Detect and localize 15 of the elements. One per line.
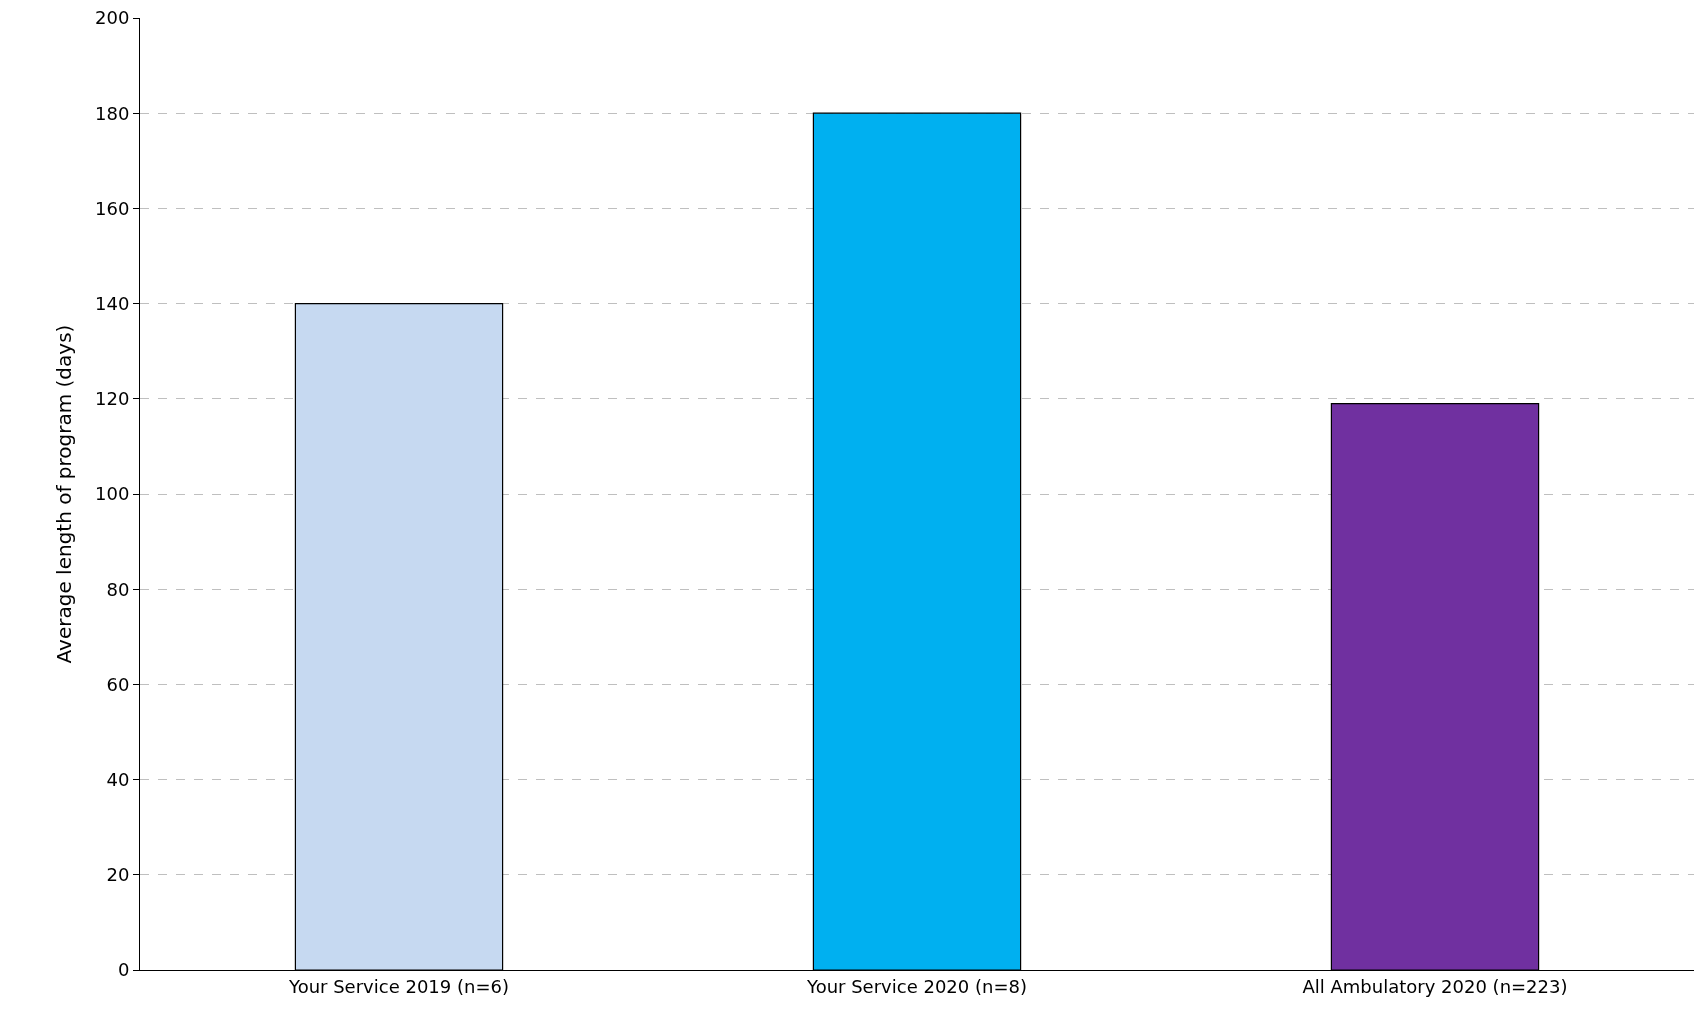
y-tick-label: 180 — [95, 102, 130, 124]
y-tick-label: 80 — [106, 578, 130, 600]
y-tick-label: 20 — [106, 864, 130, 886]
y-tick-label: 200 — [95, 7, 130, 29]
y-tick-label: 120 — [95, 388, 130, 410]
y-tick-label: 60 — [106, 673, 130, 695]
x-tick-label: All Ambulatory 2020 (n=223) — [1302, 975, 1568, 997]
x-tick-label: Your Service 2019 (n=6) — [288, 975, 509, 997]
y-axis-title: Average length of program (days) — [51, 324, 76, 664]
x-tick-label: Your Service 2020 (n=8) — [806, 975, 1027, 997]
y-tick-label: 140 — [95, 292, 130, 314]
y-tick-label: 40 — [106, 768, 130, 790]
y-tick-label: 100 — [95, 483, 130, 505]
y-tick-label: 160 — [95, 197, 130, 219]
y-tick-label: 0 — [117, 959, 130, 981]
